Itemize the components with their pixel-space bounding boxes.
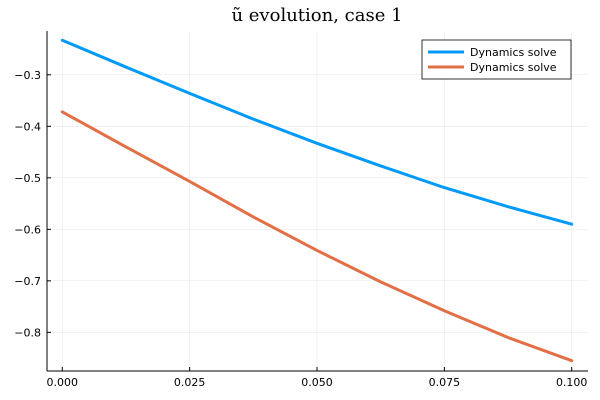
legend-box xyxy=(421,39,572,80)
y-tick-label-0: −0.3 xyxy=(14,69,41,82)
y-tick-label-4: −0.7 xyxy=(14,275,41,288)
x-tick-label-3: 0.075 xyxy=(429,376,461,389)
y-axis: −0.3 −0.4 −0.5 −0.6 −0.7 −0.8 xyxy=(14,69,51,339)
legend-label-0: Dynamics solve xyxy=(470,46,557,59)
y-tick-label-2: −0.5 xyxy=(14,172,41,185)
x-tick-label-1: 0.025 xyxy=(174,376,206,389)
y-tick-label-1: −0.4 xyxy=(14,120,41,133)
legend: Dynamics solve Dynamics solve xyxy=(421,39,572,80)
y-tick-label-3: −0.6 xyxy=(14,223,41,236)
x-tick-label-2: 0.050 xyxy=(301,376,333,389)
chart-title: ũ evolution, case 1 xyxy=(231,5,402,26)
grid xyxy=(47,31,588,371)
x-tick-label-0: 0.000 xyxy=(47,376,79,389)
y-tick-label-5: −0.8 xyxy=(14,326,41,339)
x-axis: 0.000 0.025 0.050 0.075 0.100 xyxy=(47,367,588,389)
series-line-0 xyxy=(60,38,574,226)
series-group xyxy=(60,38,574,363)
legend-label-1: Dynamics solve xyxy=(470,61,557,74)
series-line-1 xyxy=(60,110,574,363)
x-tick-label-4: 0.100 xyxy=(556,376,588,389)
plot-frame xyxy=(46,31,588,372)
